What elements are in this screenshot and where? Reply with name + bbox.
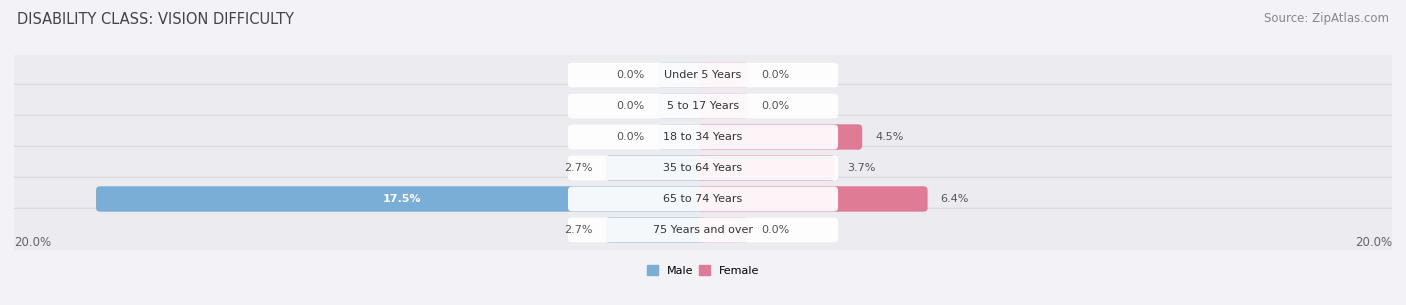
FancyBboxPatch shape bbox=[568, 156, 838, 180]
Text: Under 5 Years: Under 5 Years bbox=[665, 70, 741, 80]
FancyBboxPatch shape bbox=[606, 217, 707, 243]
FancyBboxPatch shape bbox=[568, 94, 838, 118]
FancyBboxPatch shape bbox=[658, 62, 707, 88]
FancyBboxPatch shape bbox=[568, 217, 838, 242]
Text: 18 to 34 Years: 18 to 34 Years bbox=[664, 132, 742, 142]
FancyBboxPatch shape bbox=[7, 84, 1399, 128]
FancyBboxPatch shape bbox=[658, 93, 707, 119]
FancyBboxPatch shape bbox=[699, 217, 748, 243]
Text: 0.0%: 0.0% bbox=[616, 70, 644, 80]
Text: 0.0%: 0.0% bbox=[762, 101, 790, 111]
Text: DISABILITY CLASS: VISION DIFFICULTY: DISABILITY CLASS: VISION DIFFICULTY bbox=[17, 12, 294, 27]
Text: 0.0%: 0.0% bbox=[616, 101, 644, 111]
FancyBboxPatch shape bbox=[568, 187, 838, 211]
FancyBboxPatch shape bbox=[699, 124, 862, 150]
FancyBboxPatch shape bbox=[7, 115, 1399, 159]
FancyBboxPatch shape bbox=[568, 63, 838, 88]
FancyBboxPatch shape bbox=[658, 124, 707, 150]
Text: 65 to 74 Years: 65 to 74 Years bbox=[664, 194, 742, 204]
FancyBboxPatch shape bbox=[7, 146, 1399, 190]
Text: 35 to 64 Years: 35 to 64 Years bbox=[664, 163, 742, 173]
Text: 4.5%: 4.5% bbox=[875, 132, 904, 142]
Text: 3.7%: 3.7% bbox=[848, 163, 876, 173]
FancyBboxPatch shape bbox=[7, 177, 1399, 221]
Text: 0.0%: 0.0% bbox=[762, 225, 790, 235]
FancyBboxPatch shape bbox=[7, 53, 1399, 97]
Text: 2.7%: 2.7% bbox=[564, 163, 593, 173]
FancyBboxPatch shape bbox=[699, 93, 748, 119]
Text: 6.4%: 6.4% bbox=[941, 194, 969, 204]
FancyBboxPatch shape bbox=[699, 62, 748, 88]
FancyBboxPatch shape bbox=[568, 125, 838, 149]
Text: 0.0%: 0.0% bbox=[762, 70, 790, 80]
FancyBboxPatch shape bbox=[699, 186, 928, 212]
Text: 75 Years and over: 75 Years and over bbox=[652, 225, 754, 235]
FancyBboxPatch shape bbox=[606, 155, 707, 181]
Text: 5 to 17 Years: 5 to 17 Years bbox=[666, 101, 740, 111]
Text: Source: ZipAtlas.com: Source: ZipAtlas.com bbox=[1264, 12, 1389, 25]
Text: 2.7%: 2.7% bbox=[564, 225, 593, 235]
Text: 17.5%: 17.5% bbox=[382, 194, 420, 204]
FancyBboxPatch shape bbox=[7, 208, 1399, 252]
FancyBboxPatch shape bbox=[96, 186, 707, 212]
Text: 20.0%: 20.0% bbox=[1355, 236, 1392, 249]
Text: 20.0%: 20.0% bbox=[14, 236, 51, 249]
FancyBboxPatch shape bbox=[699, 155, 835, 181]
Text: 0.0%: 0.0% bbox=[616, 132, 644, 142]
Legend: Male, Female: Male, Female bbox=[647, 265, 759, 276]
